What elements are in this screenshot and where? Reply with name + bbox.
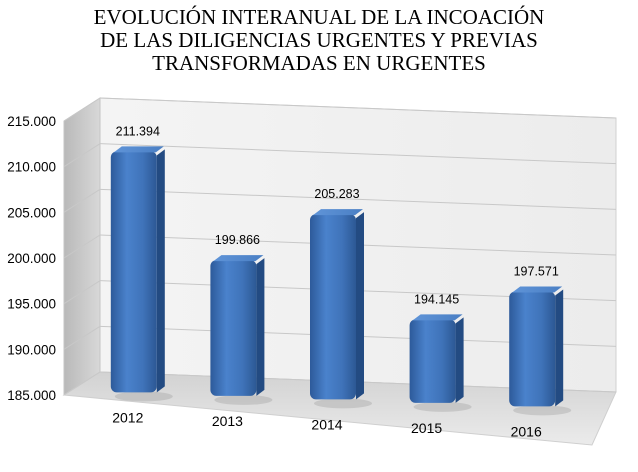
chart-title-line-2: DE LAS DILIGENCIAS URGENTES Y PREVIAS (100, 28, 538, 52)
x-tick-label: 2013 (212, 413, 243, 429)
bar-2016 (509, 286, 572, 416)
chart-title-line-1: EVOLUCIÓN INTERANUAL DE LA INCOACIÓN (93, 5, 545, 29)
bar-side (455, 317, 464, 403)
bar-top (412, 314, 463, 321)
x-tick-label: 2012 (112, 409, 143, 425)
data-label: 211.394 (116, 124, 160, 138)
bar-side (356, 212, 364, 400)
gridline-side (63, 280, 101, 305)
gridline (99, 188, 617, 210)
y-tick-label: 190.000 (7, 342, 56, 357)
bar-front (509, 291, 556, 407)
y-tick-label: 215.000 (7, 114, 56, 129)
x-tick-label: 2015 (411, 420, 442, 436)
bar-2015 (409, 314, 472, 412)
bar-side (555, 289, 564, 407)
bar-front (210, 260, 257, 396)
x-tick-label: 2016 (511, 423, 542, 439)
y-tick-label: 205.000 (7, 205, 56, 220)
bar-2012 (110, 146, 173, 402)
bar-shadow (114, 391, 173, 402)
bar-front (409, 319, 456, 403)
data-label: 197.571 (514, 265, 559, 279)
gridline (99, 143, 617, 165)
y-tick-label: 195.000 (7, 297, 56, 312)
x-tick-label: 2014 (311, 416, 342, 432)
bar-front (110, 151, 157, 393)
y-tick-label: 200.000 (7, 251, 56, 266)
bar-shadow (413, 401, 472, 412)
bar-2013 (210, 255, 273, 405)
bar-shadow (314, 398, 372, 409)
y-tick-label: 185.000 (7, 388, 56, 403)
bar-shadow (214, 394, 273, 405)
data-label: 194.145 (414, 292, 459, 306)
bar-top (512, 286, 563, 293)
bar-shadow (513, 405, 572, 416)
gridline-side (63, 325, 101, 350)
data-label: 199.866 (215, 233, 260, 247)
bar-side (156, 149, 165, 393)
gridline-side (63, 371, 101, 396)
gridline-side (63, 234, 101, 259)
data-label: 205.283 (314, 187, 359, 201)
chart-title-line-3: TRANSFORMADAS EN URGENTES (152, 51, 486, 75)
gridline-side (63, 143, 101, 168)
bar-side (256, 258, 265, 396)
gridline-side (63, 188, 101, 213)
bar-front (310, 214, 356, 400)
bar-top (113, 146, 164, 153)
y-tick-label: 210.000 (7, 160, 56, 175)
chart-title: EVOLUCIÓN INTERANUAL DE LA INCOACIÓN DE … (0, 6, 638, 75)
bar-top (313, 209, 363, 216)
gridline (99, 97, 617, 119)
gridline-side (63, 97, 101, 122)
bar-top (213, 255, 264, 262)
bar-2014 (310, 209, 372, 409)
